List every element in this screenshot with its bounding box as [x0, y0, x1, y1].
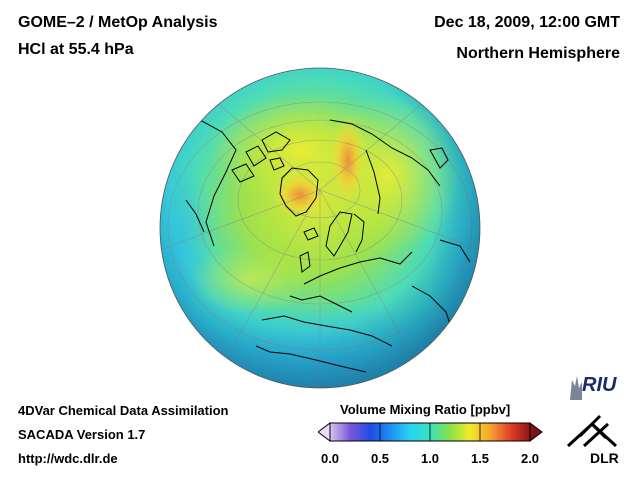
map-title: GOME–2 / MetOp Analysis [18, 14, 218, 31]
riu-logo-text: RIU [582, 374, 617, 396]
dlr-logo-icon [566, 414, 618, 448]
footer-version: SACADA Version 1.7 [18, 427, 146, 442]
colorbar-tick-label: 2.0 [520, 451, 540, 466]
globe-map [159, 67, 481, 389]
globe-outline [159, 67, 481, 389]
colorbar-tick-label: 0.5 [370, 451, 390, 466]
map-species-level: HCl at 55.4 hPa [18, 41, 134, 58]
colorbar-tick-label: 0.0 [320, 451, 340, 466]
footer-method: 4DVar Chemical Data Assimilation [18, 403, 229, 418]
footer-url[interactable]: http://wdc.dlr.de [18, 451, 118, 466]
dlr-logo-text: DLR [590, 450, 619, 466]
colorbar-low-arrow [318, 422, 331, 442]
colorbar-high-arrow [529, 422, 543, 442]
map-hemisphere: Northern Hemisphere [456, 45, 620, 62]
colorbar-tick-label: 1.5 [470, 451, 490, 466]
colorbar [318, 422, 543, 442]
riu-logo-icon [570, 376, 582, 400]
colorbar-label: Volume Mixing Ratio [ppbv] [340, 402, 511, 417]
map-datetime: Dec 18, 2009, 12:00 GMT [434, 14, 620, 31]
colorbar-tick-label: 1.0 [420, 451, 440, 466]
